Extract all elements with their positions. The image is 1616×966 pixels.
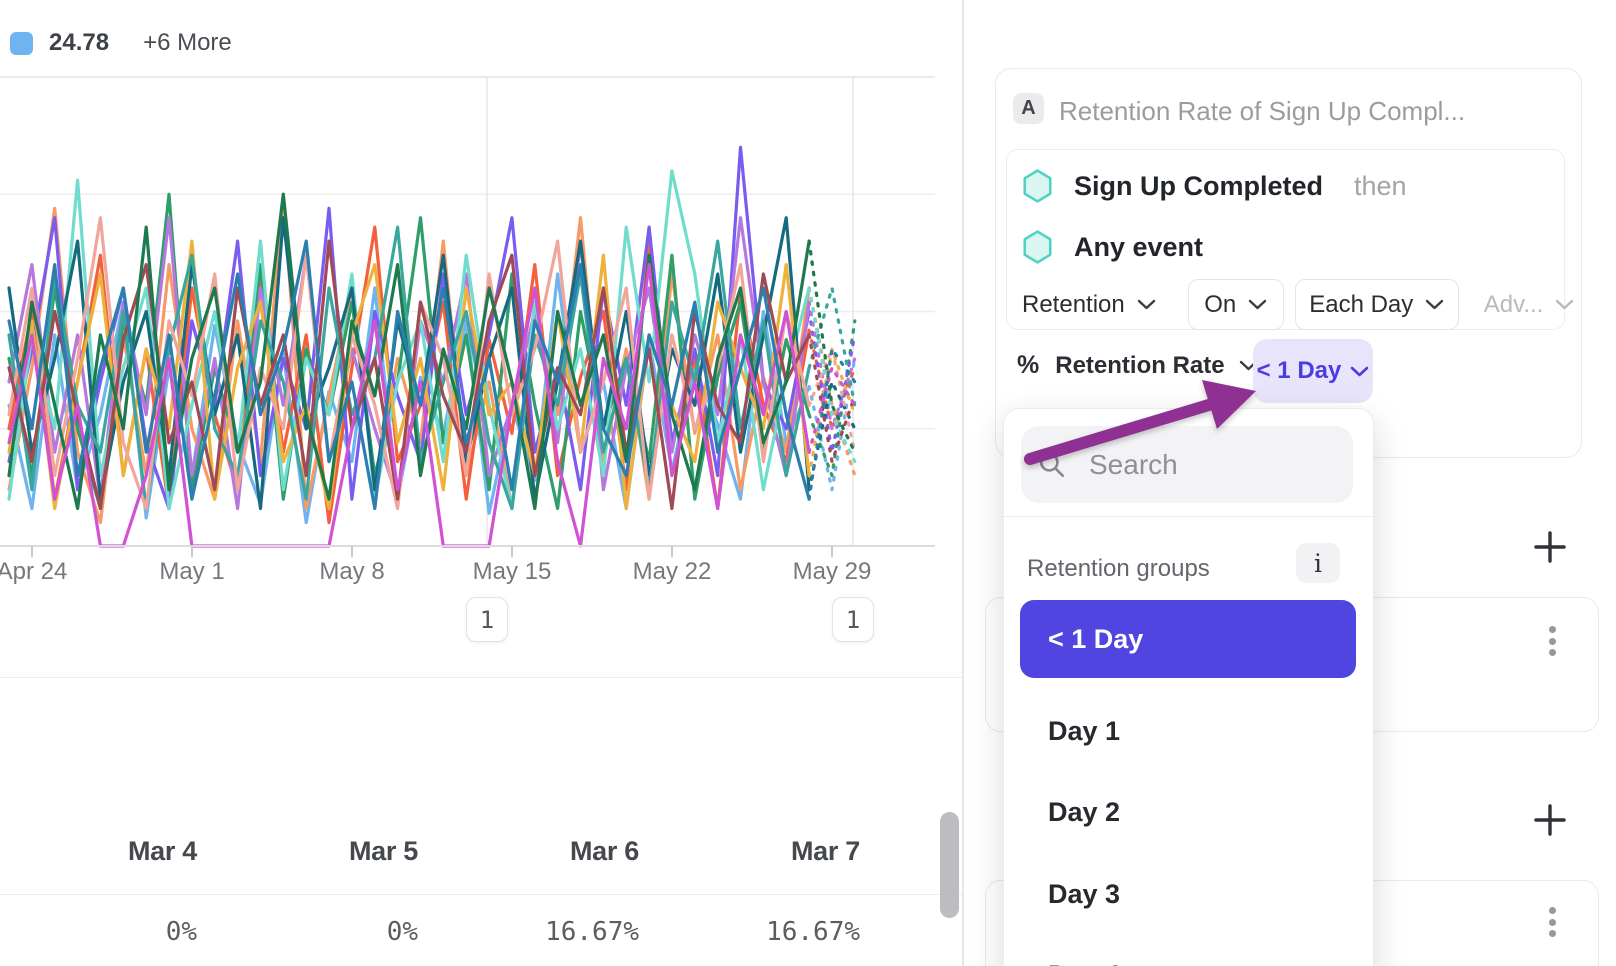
interval-dropdown[interactable]: Each Day (1294, 279, 1459, 330)
event-row-first[interactable]: Sign Up Completed then (1022, 169, 1407, 203)
legend-swatch[interactable] (10, 31, 33, 55)
chevron-down-icon (1249, 299, 1267, 310)
menu-item-day-3[interactable]: Day 3 (1048, 878, 1121, 909)
x-axis-label: May 15 (472, 558, 552, 585)
x-axis-label: May 8 (319, 558, 385, 585)
chart-line (807, 286, 857, 478)
add-step-button[interactable] (1533, 803, 1567, 837)
page-marker-badge[interactable]: 1 (466, 597, 508, 642)
table-header: Mar 7 (790, 836, 860, 866)
kebab-menu-icon[interactable] (1543, 901, 1562, 943)
measure-dropdown[interactable]: Retention (1022, 291, 1156, 319)
percent-symbol: % (1017, 351, 1040, 379)
x-axis-label: May 1 (159, 558, 225, 585)
chart-line (807, 347, 857, 478)
chart-line (7, 263, 811, 548)
page-marker-badge[interactable]: 1 (832, 597, 874, 642)
pane-divider (962, 0, 964, 966)
table-cell: 0% (386, 917, 418, 947)
chart-line (7, 239, 811, 511)
chart-series (7, 145, 857, 548)
chart-legend[interactable]: 24.78 +6 More (10, 29, 232, 57)
menu-item-day-1[interactable]: Day 1 (1048, 715, 1121, 746)
event-block: Sign Up Completed then Any event Retenti… (1006, 149, 1574, 330)
x-axis-label: May 22 (632, 558, 712, 585)
chevron-down-icon (1137, 299, 1155, 310)
kebab-menu-icon[interactable] (1543, 620, 1562, 662)
metric-row: % Retention Rate (1017, 351, 1258, 380)
legend-more-button[interactable]: +6 More (143, 29, 232, 56)
retention-chart-svg (0, 76, 935, 557)
x-axis-label: May 29 (792, 558, 872, 585)
metric-dropdown[interactable]: Retention Rate (1055, 351, 1225, 379)
event-suffix: then (1354, 170, 1407, 201)
advanced-dropdown[interactable]: Adv... (1484, 291, 1575, 319)
chart-line (807, 286, 857, 407)
chevron-down-icon (1351, 366, 1369, 376)
menu-section-label: Retention groups (1027, 555, 1210, 582)
info-icon[interactable]: i (1296, 543, 1340, 583)
chart-line (807, 347, 857, 501)
section-divider (0, 677, 962, 678)
chevron-down-icon (1556, 299, 1574, 310)
event-hexagon-icon (1023, 169, 1052, 203)
event-name[interactable]: Sign Up Completed (1074, 170, 1323, 201)
chart-line (807, 286, 857, 464)
table-header: Mar 5 (348, 836, 418, 866)
search-icon (1039, 452, 1065, 477)
chart-line (807, 333, 857, 464)
table-cell: 16.67% (766, 917, 860, 947)
chart-line (807, 239, 857, 454)
search-input[interactable] (1087, 447, 1331, 482)
retention-group-dropdown[interactable]: < 1 Day (1253, 339, 1373, 403)
chart-line (807, 347, 857, 454)
table-header: Mar 6 (569, 836, 639, 866)
event-row-return[interactable]: Any event (1022, 230, 1203, 264)
chart-axis-ticks (31, 546, 833, 557)
table-header: Mar 4 (127, 836, 197, 866)
on-dropdown[interactable]: On (1187, 279, 1284, 330)
menu-item-day-4[interactable]: Day 4 (1020, 936, 1356, 966)
add-step-button[interactable] (1533, 530, 1567, 564)
retention-group-menu: Retention groups i < 1 Day Day 1 Day 2 D… (1003, 408, 1374, 966)
chevron-down-icon (1426, 299, 1444, 310)
vertical-scrollbar[interactable] (940, 812, 959, 918)
retention-chart (0, 60, 940, 565)
chart-line (7, 239, 811, 511)
event-name[interactable]: Any event (1074, 231, 1204, 262)
menu-item-lt-1-day[interactable]: < 1 Day (1020, 600, 1356, 678)
table-divider (0, 894, 962, 895)
query-title[interactable]: Retention Rate of Sign Up Compl... (1059, 96, 1466, 126)
query-card-a: A Retention Rate of Sign Up Compl... Sig… (995, 68, 1582, 458)
search-box[interactable] (1021, 426, 1353, 503)
menu-divider (1004, 516, 1373, 517)
retention-controls-row: Retention On Each Day Adv... (1022, 279, 1575, 330)
event-hexagon-icon (1023, 230, 1052, 264)
query-letter-badge: A (1013, 93, 1044, 124)
chart-line (7, 225, 811, 511)
table-cell: 0% (165, 917, 197, 947)
menu-item-day-2[interactable]: Day 2 (1048, 796, 1121, 827)
x-axis-label: Apr 24 (0, 558, 68, 585)
table-cell: 16.67% (545, 917, 639, 947)
chart-line (807, 366, 857, 454)
chart-line (7, 192, 811, 511)
legend-series-label[interactable]: 24.78 (49, 29, 110, 56)
